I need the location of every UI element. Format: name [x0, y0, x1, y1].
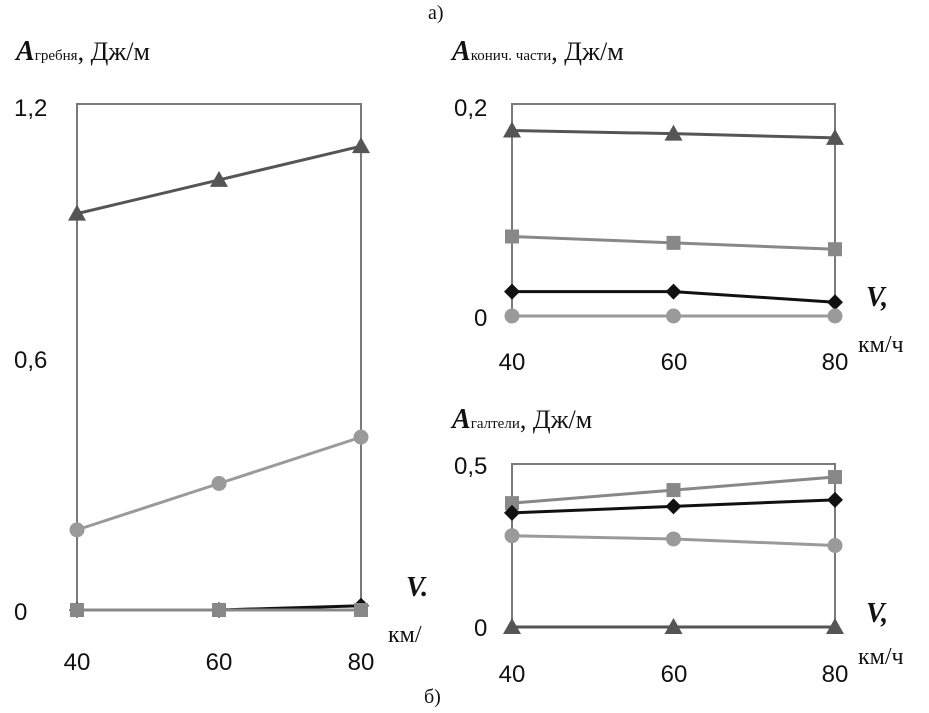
bottom-right-title-symbol: A [452, 404, 471, 435]
top-right-title-subscript: конич. части [470, 48, 552, 64]
top-right-point-square [828, 242, 842, 257]
bottom-right-series-triangle [503, 618, 844, 634]
top-right-y-tick-label: 0,2 [454, 95, 487, 122]
bottom-right-point-diamond [504, 504, 520, 521]
left-title-symbol: A [16, 36, 35, 67]
top-right-y-tick-label: 0 [474, 305, 487, 332]
left-x-axis-symbol: V. [406, 572, 428, 603]
left-y-tick-label: 1,2 [14, 95, 47, 122]
left-point-square [212, 603, 226, 617]
chart-top-right: 0 0,2 40 60 80 V, км/ч [454, 95, 904, 376]
top-right-point-square [505, 229, 519, 244]
top-right-title-unit: , Дж/м [551, 37, 624, 66]
top-right-point-square [666, 235, 681, 250]
left-series-square [70, 603, 368, 617]
top-right-series-diamond [504, 283, 843, 311]
bottom-right-title-subscript: галтели [470, 416, 520, 432]
top-right-x-axis-unit: км/ч [858, 332, 904, 358]
bottom-right-x-tick-label: 80 [822, 661, 849, 688]
bottom-right-point-square [828, 470, 842, 485]
bottom-right-chart-title: Aгалтели, Дж/м [452, 404, 592, 436]
bottom-right-point-circle [666, 531, 681, 547]
bottom-right-y-tick-label: 0 [474, 615, 487, 642]
bottom-right-title-unit: , Дж/м [519, 405, 593, 434]
left-x-tick-label: 80 [348, 649, 375, 676]
bottom-right-x-tick-label: 40 [499, 661, 526, 688]
left-point-circle [211, 476, 227, 491]
figure-label-a: а) [428, 2, 444, 24]
left-series-circle [69, 429, 369, 538]
left-point-triangle [68, 204, 86, 221]
left-point-circle [353, 429, 369, 445]
top-right-x-tick-label: 80 [822, 349, 849, 376]
left-y-tick-label: 0 [14, 599, 27, 626]
left-y-tick-label: 0,6 [14, 347, 47, 374]
bottom-right-series-diamond [504, 491, 843, 521]
bottom-right-series-circle [504, 528, 843, 553]
left-chart-title: Aгребня, Дж/м [16, 36, 150, 68]
figure-label-b: б) [424, 686, 441, 708]
top-right-point-diamond [504, 283, 520, 300]
top-right-title-symbol: A [452, 36, 471, 67]
chart-bottom-right: 0 0,5 40 60 80 V, км/ч [454, 453, 904, 688]
top-right-point-diamond [827, 294, 843, 311]
left-point-circle [69, 522, 85, 538]
left-x-tick-label: 60 [206, 649, 233, 676]
bottom-right-point-square [505, 496, 519, 511]
top-right-x-tick-label: 40 [499, 349, 526, 376]
top-right-chart-title: Aконич. части, Дж/м [452, 36, 624, 68]
top-right-point-circle [827, 308, 843, 324]
bottom-right-point-circle [827, 538, 843, 553]
left-point-triangle [210, 170, 228, 187]
bottom-right-x-axis-unit: км/ч [858, 644, 904, 670]
left-point-square [354, 603, 368, 617]
top-right-x-tick-label: 60 [661, 349, 688, 376]
chart-left: 0 0,6 1,2 40 60 80 V. км/ [14, 95, 428, 676]
top-right-series-square [505, 229, 842, 257]
left-point-square [70, 603, 84, 617]
bottom-right-point-triangle [664, 618, 683, 634]
left-point-triangle [352, 137, 370, 154]
left-title-subscript: гребня [34, 48, 78, 64]
bottom-right-point-triangle [826, 618, 844, 634]
bottom-right-series-square [505, 470, 842, 511]
top-right-series-triangle [503, 121, 844, 145]
bottom-right-point-circle [504, 528, 520, 544]
top-right-point-triangle [503, 121, 521, 138]
bottom-right-point-square [666, 483, 681, 498]
top-right-x-axis-symbol: V, [866, 282, 888, 313]
left-x-tick-label: 40 [64, 649, 91, 676]
top-right-point-circle [666, 308, 681, 324]
bottom-right-y-tick-label: 0,5 [454, 453, 487, 480]
bottom-right-x-tick-label: 60 [661, 661, 688, 688]
left-series-triangle [68, 137, 370, 221]
left-x-axis-unit: км/ [388, 622, 422, 648]
top-right-point-triangle [826, 128, 844, 145]
left-title-unit: , Дж/м [77, 37, 150, 66]
top-right-point-triangle [664, 124, 683, 141]
bottom-right-point-diamond [827, 491, 843, 508]
top-right-series-circle [504, 308, 843, 324]
top-right-point-diamond [665, 283, 682, 300]
bottom-right-x-axis-symbol: V, [866, 598, 888, 629]
bottom-right-point-diamond [665, 498, 682, 515]
bottom-right-point-triangle [503, 618, 521, 634]
top-right-point-circle [504, 308, 520, 324]
